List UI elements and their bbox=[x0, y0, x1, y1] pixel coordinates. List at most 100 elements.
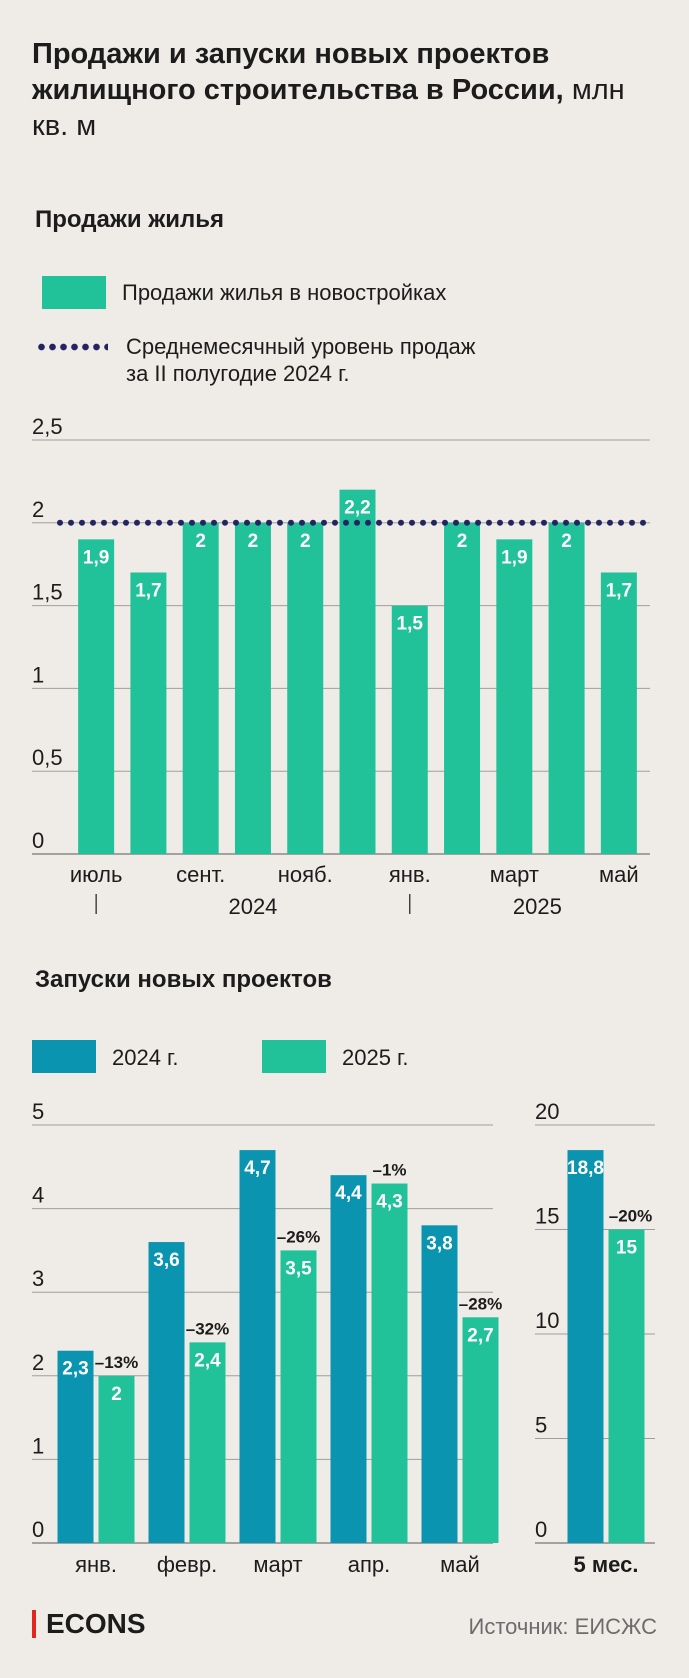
change-annotation: –13% bbox=[95, 1353, 138, 1372]
average-line-dot bbox=[629, 519, 635, 526]
launches-bar-label: 4,7 bbox=[244, 1158, 270, 1179]
average-line-dot bbox=[310, 519, 316, 526]
average-line-dot bbox=[288, 519, 294, 526]
launches-xtick-label: апр. bbox=[348, 1552, 391, 1577]
change-annotation: –1% bbox=[372, 1161, 406, 1180]
sales-bar-label: 1,9 bbox=[83, 547, 109, 568]
average-line-dot bbox=[123, 519, 129, 526]
sales-xtick-label: нояб. bbox=[278, 862, 333, 887]
average-line-dot bbox=[134, 519, 140, 526]
legend-sales-label: Продажи жилья в новостройках bbox=[122, 280, 447, 305]
sales-bar-label: 1,5 bbox=[397, 614, 424, 635]
sales-xtick-label: июль bbox=[70, 862, 123, 887]
title-unit: млн кв. м bbox=[32, 74, 625, 142]
legend-swatch-sales bbox=[42, 276, 106, 309]
sales-bar bbox=[391, 605, 428, 854]
sales-bar bbox=[287, 522, 324, 854]
total-ytick-label: 10 bbox=[535, 1308, 559, 1333]
average-line-dot bbox=[156, 519, 162, 526]
launches-ytick-label: 2 bbox=[32, 1350, 44, 1375]
average-line-dot bbox=[112, 519, 118, 526]
total-bar-label: 18,8 bbox=[567, 1158, 604, 1179]
launches-xtick-label: янв. bbox=[75, 1552, 117, 1577]
sales-bar bbox=[548, 522, 585, 854]
average-line-dot bbox=[57, 519, 63, 526]
average-line-dot bbox=[200, 519, 206, 526]
sales-bar bbox=[182, 522, 219, 854]
year-label-2025: 2025 bbox=[513, 894, 562, 919]
average-line-dot bbox=[387, 519, 393, 526]
average-line-dot bbox=[90, 519, 96, 526]
launches-bar-2024 bbox=[239, 1150, 276, 1543]
launches-bar-2025 bbox=[371, 1183, 408, 1543]
total-bar-label: 15 bbox=[616, 1238, 638, 1259]
total-ytick-label: 15 bbox=[535, 1204, 559, 1229]
launches-xtick-label: март bbox=[253, 1552, 302, 1577]
average-line-dot bbox=[519, 519, 525, 526]
launches-xtick-label: май bbox=[440, 1552, 480, 1577]
launches-bar-label: 3,8 bbox=[426, 1233, 452, 1254]
sales-bar bbox=[339, 489, 376, 854]
sales-bar bbox=[444, 522, 481, 854]
total-ytick-label: 5 bbox=[535, 1413, 547, 1438]
average-line-dot bbox=[145, 519, 151, 526]
average-line-dot bbox=[343, 519, 349, 526]
average-line-dot bbox=[244, 519, 250, 526]
total-bar-2025 bbox=[608, 1229, 645, 1543]
sales-bar-label: 2 bbox=[248, 531, 259, 552]
average-line-dot bbox=[585, 519, 591, 526]
change-annotation: –28% bbox=[459, 1294, 502, 1313]
legend-average-line1: Среднемесячный уровень продаж bbox=[126, 334, 476, 359]
average-line-dot bbox=[420, 519, 426, 526]
sales-bar bbox=[234, 522, 271, 854]
average-line-dot bbox=[189, 519, 195, 526]
sales-xtick-label: сент. bbox=[176, 862, 225, 887]
total-ytick-label: 20 bbox=[535, 1099, 559, 1124]
sales-bar-label: 1,7 bbox=[606, 580, 632, 601]
average-line-dot bbox=[68, 519, 74, 526]
sales-bar bbox=[130, 572, 167, 854]
average-line-dot bbox=[541, 519, 547, 526]
average-line-dot bbox=[431, 519, 437, 526]
launches-xtick-label: февр. bbox=[157, 1552, 217, 1577]
sales-bar-label: 2 bbox=[195, 531, 206, 552]
source-note: Источник: ЕИСЖС bbox=[468, 1614, 657, 1639]
sales-chart: 0 0,5 1 1,5 2 2,5 1,9 июль 1,7 2 сент. 2 2 нояб. 2,2 1,… bbox=[32, 414, 650, 919]
launches-bar-2025 bbox=[98, 1375, 135, 1543]
average-line-dot bbox=[552, 519, 558, 526]
average-line-dot bbox=[376, 519, 382, 526]
launches-bar-label: 3,5 bbox=[285, 1258, 312, 1279]
sales-xtick-label: март bbox=[490, 862, 539, 887]
sales-bar-label: 1,7 bbox=[135, 580, 161, 601]
sales-bar bbox=[78, 539, 115, 854]
sales-xtick-label: май bbox=[599, 862, 639, 887]
title-main: Продажи и запуски новых проектов жилищно… bbox=[32, 38, 564, 106]
average-line-dot bbox=[563, 519, 569, 526]
average-line-dot bbox=[277, 519, 283, 526]
legend-swatch-2025 bbox=[262, 1040, 326, 1073]
average-line-dot bbox=[453, 519, 459, 526]
average-line-dot bbox=[409, 519, 415, 526]
legend-average: Среднемесячный уровень продаж за II полу… bbox=[36, 333, 476, 387]
year-label-2024: 2024 bbox=[228, 894, 277, 919]
change-annotation: –26% bbox=[277, 1227, 320, 1246]
average-line-dot bbox=[79, 519, 85, 526]
average-line-dot bbox=[321, 519, 327, 526]
sales-bar-label: 1,9 bbox=[501, 547, 527, 568]
total-bar-2024 bbox=[567, 1150, 604, 1543]
sales-ytick-label: 0 bbox=[32, 828, 44, 853]
launches-ytick-label: 3 bbox=[32, 1266, 44, 1291]
change-annotation: –32% bbox=[186, 1319, 229, 1338]
sales-bar-label: 2 bbox=[300, 531, 311, 552]
launches-bar-2025 bbox=[462, 1317, 499, 1543]
average-line-dot bbox=[233, 519, 239, 526]
average-line-dot bbox=[475, 519, 481, 526]
average-line-dot bbox=[618, 519, 624, 526]
launches-bar-2024 bbox=[421, 1225, 458, 1543]
legend-2024-label: 2024 г. bbox=[112, 1045, 179, 1070]
legend-average-label: Среднемесячный уровень продаж за II полу… bbox=[126, 333, 476, 387]
average-line-dot bbox=[574, 519, 580, 526]
average-line-dot bbox=[486, 519, 492, 526]
launches-bar-label: 3,6 bbox=[153, 1250, 179, 1271]
average-line-dot bbox=[255, 519, 261, 526]
